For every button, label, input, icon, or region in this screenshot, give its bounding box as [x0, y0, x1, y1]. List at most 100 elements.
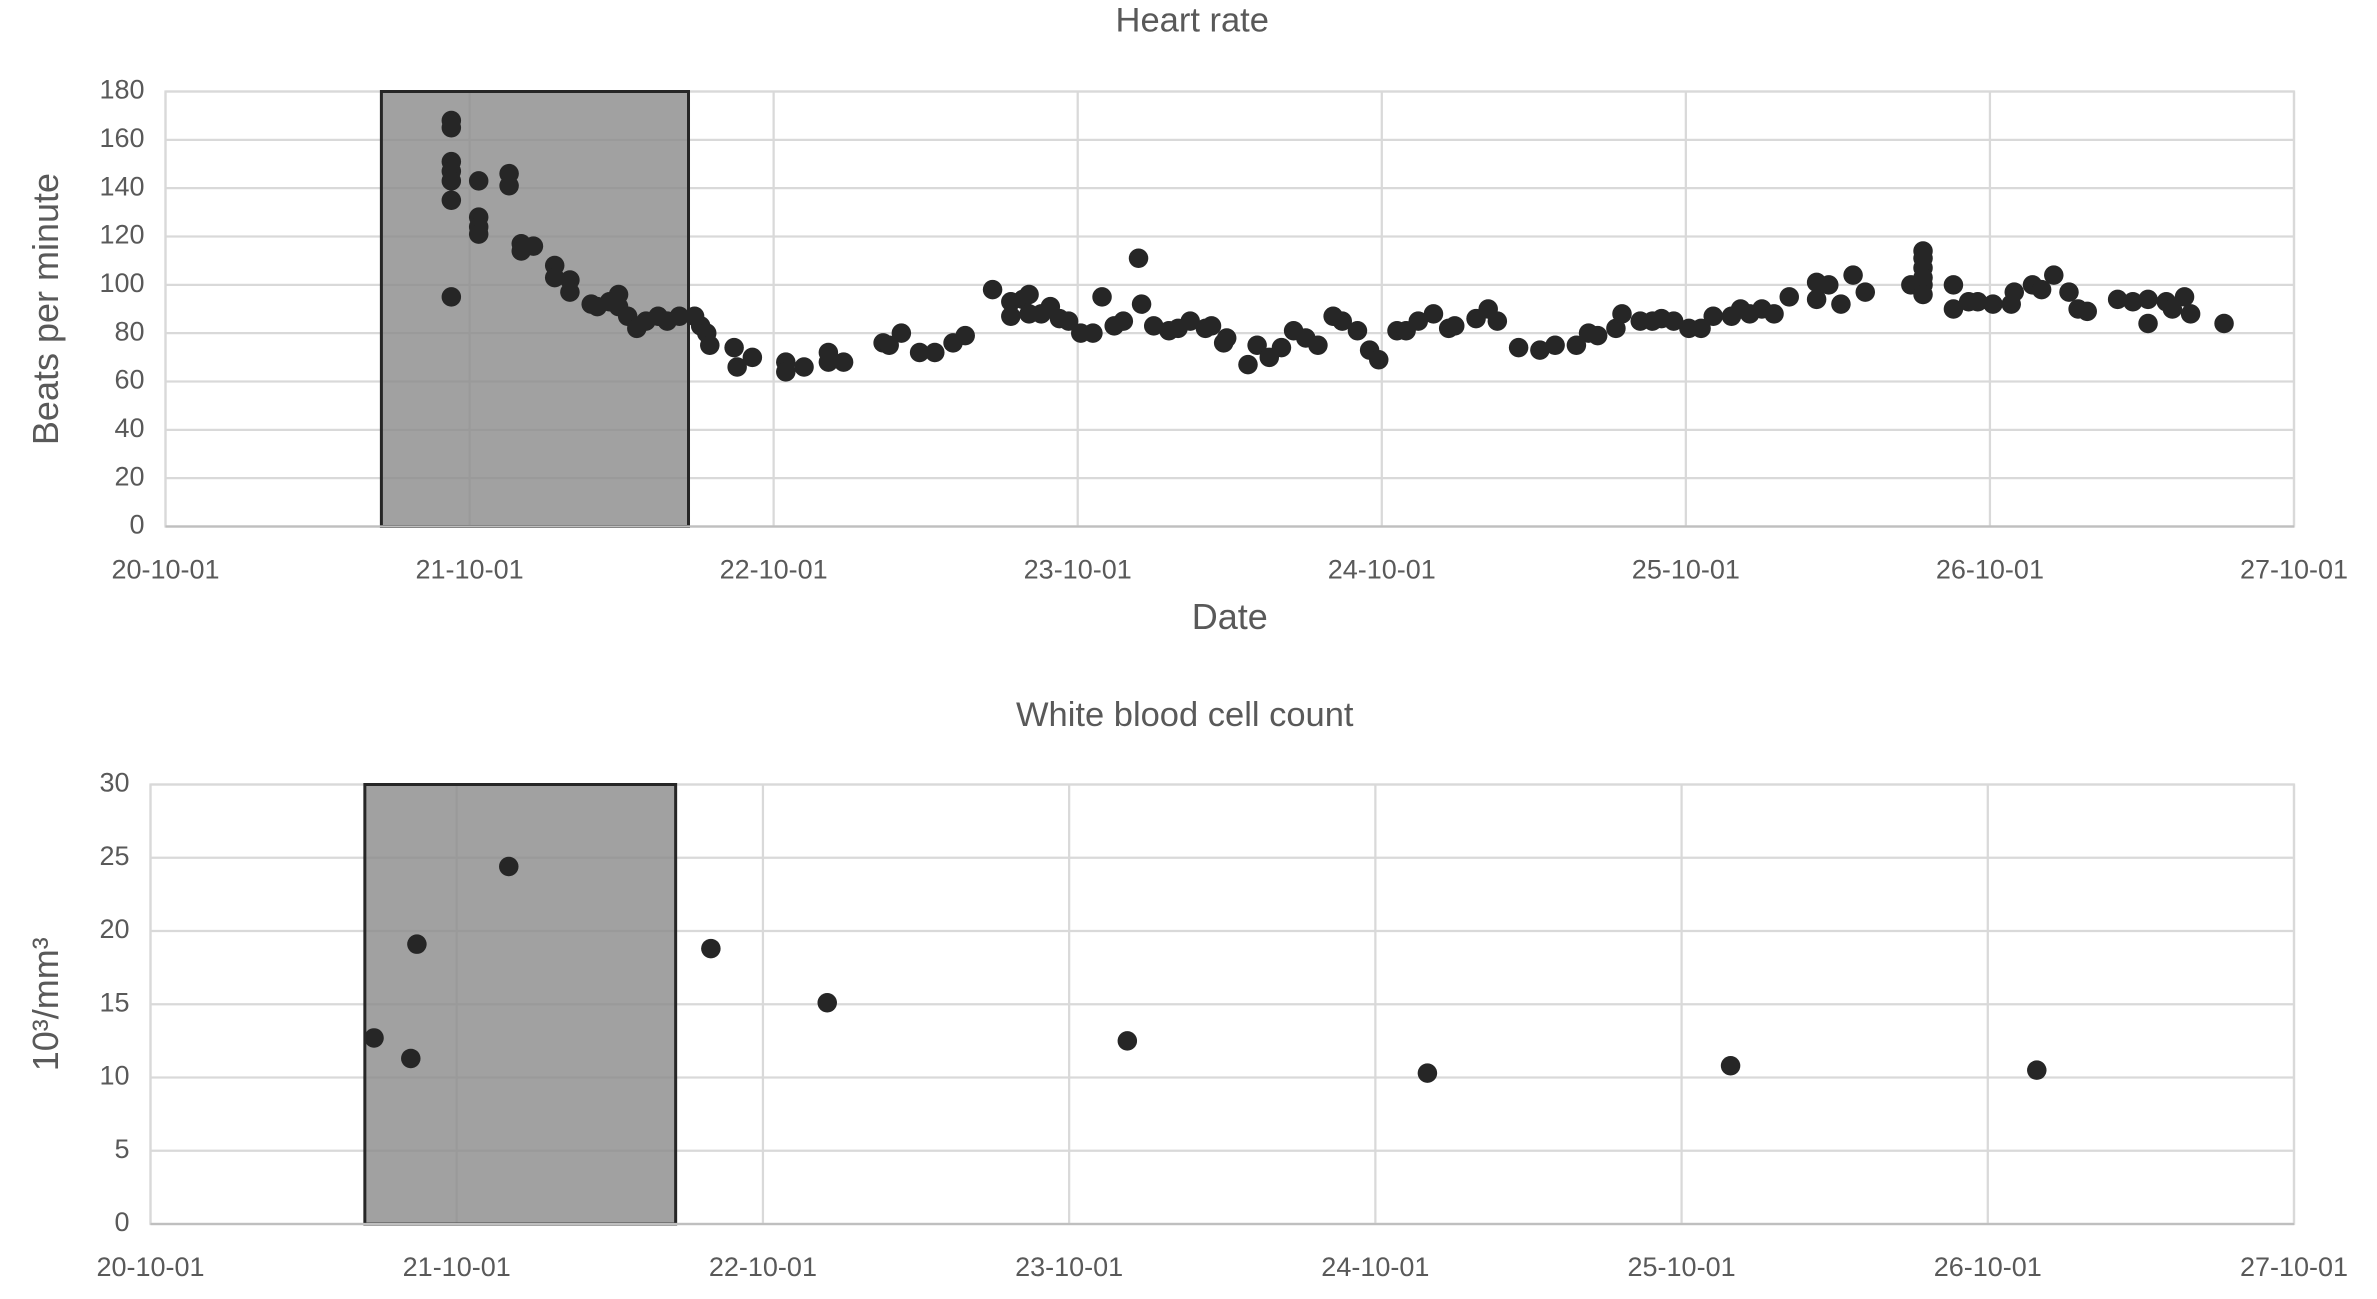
x-tick-label: 26-10-01 — [1934, 1252, 2042, 1282]
x-tick-label: 24-10-01 — [1321, 1252, 1429, 1282]
y-tick-label: 180 — [99, 75, 144, 105]
data-point — [879, 335, 899, 355]
data-point — [701, 938, 721, 959]
data-point — [1445, 316, 1465, 336]
data-point — [544, 267, 565, 288]
data-point — [1332, 311, 1353, 331]
data-point — [1855, 282, 1876, 302]
data-point — [2044, 265, 2064, 285]
y-tick-label: 140 — [99, 171, 144, 201]
shaded-period — [363, 783, 678, 1226]
data-point — [1913, 284, 1933, 305]
x-tick-label: 26-10-01 — [1936, 555, 2044, 585]
data-point — [1019, 284, 1039, 305]
x-tick-label: 21-10-01 — [416, 555, 524, 585]
y-tick-label: 25 — [99, 841, 129, 871]
data-point — [817, 993, 837, 1013]
data-point — [560, 282, 580, 302]
x-tick-label: 25-10-01 — [1628, 1252, 1736, 1282]
x-axis-label: Date — [1192, 596, 1268, 637]
data-point — [401, 1048, 421, 1069]
data-point — [1487, 311, 1508, 331]
data-point — [724, 337, 744, 358]
y-tick-label: 80 — [114, 316, 144, 346]
data-point — [2138, 313, 2158, 334]
x-tick-label: 22-10-01 — [720, 555, 828, 585]
data-point — [499, 856, 519, 877]
x-tick-label: 23-10-01 — [1015, 1252, 1123, 1282]
data-point — [441, 118, 462, 138]
data-point — [2027, 1060, 2047, 1080]
data-point — [1083, 323, 1103, 343]
y-tick-label: 20 — [114, 461, 144, 491]
data-point — [2138, 289, 2158, 310]
data-point — [1806, 289, 1827, 310]
data-point — [1143, 316, 1164, 336]
data-point — [441, 171, 462, 191]
data-point — [1831, 294, 1851, 314]
y-tick-label: 10 — [99, 1061, 129, 1091]
data-point — [1779, 287, 1799, 307]
data-point — [1691, 318, 1711, 339]
data-point — [1247, 335, 1267, 355]
data-point — [1968, 292, 1988, 312]
x-tick-label: 24-10-01 — [1328, 555, 1436, 585]
y-tick-label: 60 — [114, 365, 144, 395]
data-point — [776, 362, 796, 382]
data-point — [669, 306, 690, 326]
x-tick-label: 20-10-01 — [111, 555, 219, 585]
data-point — [1201, 316, 1222, 336]
data-point — [1587, 325, 1608, 346]
y-tick-label: 0 — [114, 1207, 129, 1237]
data-point — [1128, 248, 1149, 268]
x-tick-label: 20-10-01 — [96, 1252, 204, 1282]
data-point — [1943, 299, 1964, 319]
data-point — [1720, 1056, 1741, 1076]
y-axis-label: Beats per minute — [25, 173, 66, 445]
data-point — [441, 287, 462, 307]
data-point — [1983, 294, 2003, 314]
data-point — [1216, 328, 1237, 348]
data-point — [891, 323, 912, 343]
data-point — [468, 171, 489, 191]
x-tick-label: 27-10-01 — [2240, 555, 2348, 585]
y-axis-label: 10³/mm³ — [25, 937, 66, 1071]
y-tick-label: 5 — [114, 1134, 129, 1164]
y-tick-label: 15 — [99, 987, 129, 1017]
x-tick-label: 22-10-01 — [709, 1252, 817, 1282]
data-point — [1001, 306, 1021, 326]
data-point — [1530, 340, 1550, 360]
data-point — [742, 347, 763, 368]
y-tick-label: 160 — [99, 123, 144, 153]
data-point — [1180, 311, 1200, 331]
data-point — [955, 325, 975, 346]
data-point — [523, 236, 544, 256]
y-tick-label: 40 — [114, 413, 144, 443]
data-point — [499, 176, 519, 196]
data-point — [1092, 287, 1112, 307]
data-point — [1131, 294, 1152, 314]
data-point — [909, 342, 930, 363]
data-point — [1347, 321, 1368, 341]
data-point — [2107, 289, 2128, 310]
data-point — [2031, 279, 2052, 300]
data-point — [1508, 337, 1529, 358]
y-tick-label: 30 — [99, 768, 129, 798]
data-point — [2174, 287, 2195, 307]
data-point — [2004, 282, 2025, 302]
x-tick-label: 27-10-01 — [2240, 1252, 2348, 1282]
y-tick-label: 20 — [99, 914, 129, 944]
data-point — [1612, 304, 1632, 324]
data-point — [407, 934, 427, 954]
data-point — [1943, 275, 1964, 295]
data-point — [2077, 301, 2097, 322]
chart-title: White blood cell count — [1016, 696, 1354, 734]
data-point — [1663, 311, 1684, 331]
data-point — [1113, 311, 1134, 331]
x-tick-label: 21-10-01 — [403, 1252, 511, 1282]
x-tick-label: 25-10-01 — [1632, 555, 1740, 585]
y-tick-label: 0 — [129, 510, 144, 540]
data-point — [2162, 299, 2183, 319]
data-point — [1566, 335, 1587, 355]
data-point — [2180, 304, 2201, 324]
